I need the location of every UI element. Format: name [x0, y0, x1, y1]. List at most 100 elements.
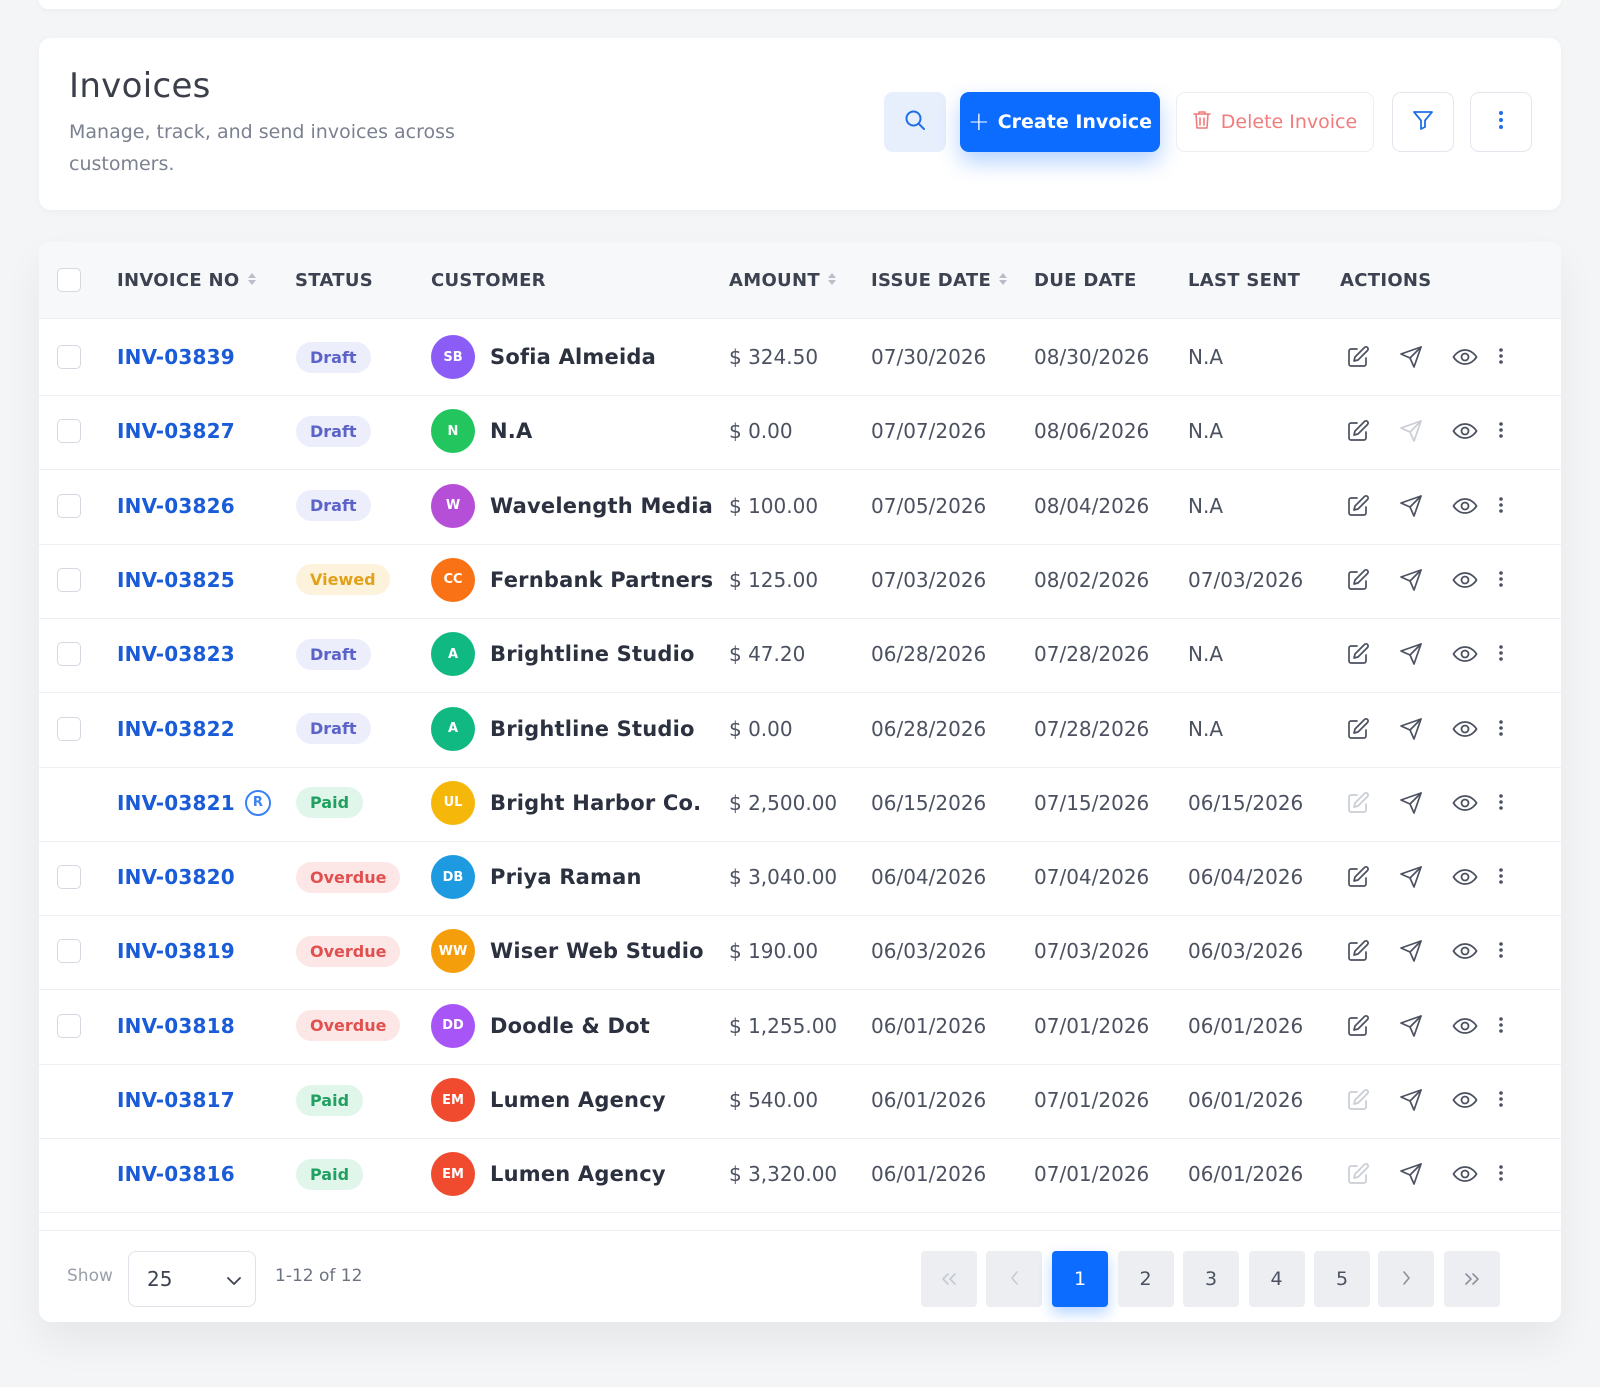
view-eye-icon[interactable]: [1452, 568, 1478, 592]
send-icon[interactable]: [1399, 939, 1423, 963]
row-more-icon[interactable]: [1498, 1164, 1504, 1188]
view-eye-icon[interactable]: [1452, 1088, 1478, 1112]
view-eye-icon[interactable]: [1452, 642, 1478, 666]
send-icon[interactable]: [1399, 791, 1423, 815]
invoice-number-link[interactable]: INV-03839: [117, 345, 235, 369]
edit-icon[interactable]: [1346, 568, 1370, 592]
invoice-number-link[interactable]: INV-03826: [117, 493, 235, 518]
search-button[interactable]: [884, 92, 946, 152]
invoice-number-link[interactable]: INV-03818: [117, 1013, 235, 1038]
view-eye-icon[interactable]: [1452, 494, 1478, 518]
table-row[interactable]: INV-03823 Draft A Brightline Studio $ 47…: [39, 616, 1561, 694]
table-row[interactable]: INV-03826 Draft W Wavelength Media $ 100…: [39, 468, 1561, 545]
row-more-icon[interactable]: [1498, 867, 1504, 891]
invoice-number-link[interactable]: INV-03823: [117, 642, 235, 667]
table-row[interactable]: INV-03816 Paid EM Lumen Agency $ 3,320.0…: [39, 1136, 1561, 1214]
column-amount[interactable]: AMOUNT: [729, 242, 837, 318]
row-checkbox[interactable]: [57, 1013, 81, 1038]
invoice-number-link[interactable]: INV-03820: [117, 865, 235, 890]
row-checkbox[interactable]: [57, 419, 81, 444]
select-all-checkbox[interactable]: [57, 268, 81, 292]
row-checkbox[interactable]: [57, 567, 81, 592]
row-more-icon[interactable]: [1498, 941, 1504, 965]
page-button[interactable]: 1: [1052, 1251, 1108, 1307]
next-page-button[interactable]: [1378, 1251, 1434, 1307]
row-more-icon[interactable]: [1498, 496, 1504, 520]
status-badge: Draft: [296, 341, 371, 373]
edit-icon[interactable]: [1346, 642, 1370, 666]
row-checkbox[interactable]: [57, 716, 81, 741]
invoice-number-link[interactable]: INV-03822: [117, 716, 235, 741]
view-eye-icon[interactable]: [1452, 791, 1478, 815]
send-icon[interactable]: [1399, 494, 1423, 518]
first-page-button[interactable]: [921, 1251, 977, 1307]
send-icon[interactable]: [1399, 568, 1423, 592]
view-eye-icon[interactable]: [1452, 419, 1478, 443]
send-icon[interactable]: [1399, 865, 1423, 889]
amount-cell: $ 100.00: [729, 493, 819, 518]
edit-icon[interactable]: [1346, 717, 1370, 741]
table-row[interactable]: INV-03817 Paid EM Lumen Agency $ 540.00 …: [39, 1062, 1561, 1139]
send-icon[interactable]: [1399, 717, 1423, 741]
table-row[interactable]: INV-03820 Overdue DB Priya Raman $ 3,040…: [39, 839, 1561, 917]
delete-invoice-button[interactable]: Delete Invoice: [1176, 92, 1374, 152]
column-actions: ACTIONS: [1340, 269, 1432, 291]
invoice-number-link[interactable]: INV-03819: [117, 939, 235, 964]
row-checkbox[interactable]: [57, 493, 81, 518]
table-row[interactable]: INV-03821 R Paid UL Bright Harbor Co. $ …: [39, 765, 1561, 842]
table-row[interactable]: INV-03827 Draft N N.A $ 0.00 07/07/2026 …: [39, 393, 1561, 471]
invoice-number-link[interactable]: INV-03825: [117, 567, 235, 592]
row-more-icon[interactable]: [1498, 793, 1504, 817]
edit-icon[interactable]: [1346, 345, 1370, 369]
edit-icon[interactable]: [1346, 1014, 1370, 1038]
row-more-icon[interactable]: [1498, 347, 1504, 371]
invoice-cell: INV-03821 R: [117, 765, 271, 841]
view-eye-icon[interactable]: [1452, 1014, 1478, 1038]
page-button[interactable]: 2: [1117, 1251, 1174, 1307]
table-row[interactable]: INV-03839 Draft SB Sofia Almeida $ 324.5…: [39, 319, 1561, 396]
row-more-icon[interactable]: [1498, 1016, 1504, 1040]
send-icon[interactable]: [1399, 345, 1423, 369]
table-row[interactable]: INV-03819 Overdue WW Wiser Web Studio $ …: [39, 913, 1561, 991]
view-eye-icon[interactable]: [1452, 345, 1478, 369]
view-eye-icon[interactable]: [1452, 1162, 1478, 1186]
send-icon[interactable]: [1399, 1014, 1423, 1038]
edit-icon[interactable]: [1346, 419, 1370, 443]
page-size-select[interactable]: 25: [128, 1251, 256, 1307]
filter-button[interactable]: [1392, 92, 1454, 152]
send-icon[interactable]: [1399, 1088, 1423, 1112]
row-more-icon[interactable]: [1498, 570, 1504, 594]
row-checkbox[interactable]: [57, 865, 81, 890]
page-button[interactable]: 3: [1183, 1251, 1239, 1307]
row-more-icon[interactable]: [1498, 421, 1504, 445]
more-options-button[interactable]: [1470, 92, 1532, 152]
row-checkbox[interactable]: [57, 939, 81, 964]
invoice-number-link[interactable]: INV-03827: [117, 419, 235, 444]
invoice-number-link[interactable]: INV-03817: [117, 1088, 235, 1112]
row-more-icon[interactable]: [1498, 644, 1504, 668]
table-row[interactable]: INV-03822 Draft A Brightline Studio $ 0.…: [39, 691, 1561, 768]
row-checkbox[interactable]: [57, 642, 81, 667]
view-eye-icon[interactable]: [1452, 939, 1478, 963]
row-more-icon[interactable]: [1498, 1090, 1504, 1114]
create-invoice-button[interactable]: + Create Invoice: [960, 92, 1160, 152]
row-more-icon[interactable]: [1498, 719, 1504, 743]
invoice-number-link[interactable]: INV-03821: [117, 790, 235, 815]
view-eye-icon[interactable]: [1452, 865, 1478, 889]
send-icon[interactable]: [1399, 642, 1423, 666]
page-button[interactable]: 5: [1314, 1251, 1370, 1307]
row-checkbox[interactable]: [57, 345, 81, 369]
edit-icon[interactable]: [1346, 494, 1370, 518]
table-row[interactable]: INV-03825 Viewed CC Fernbank Partners $ …: [39, 542, 1561, 619]
table-row[interactable]: INV-03818 Overdue DD Doodle & Dot $ 1,25…: [39, 988, 1561, 1065]
column-issue-date[interactable]: ISSUE DATE: [871, 242, 1008, 318]
view-eye-icon[interactable]: [1452, 717, 1478, 741]
previous-page-button[interactable]: [986, 1251, 1042, 1307]
page-button[interactable]: 4: [1248, 1251, 1305, 1307]
invoice-number-link[interactable]: INV-03816: [117, 1162, 235, 1187]
column-invoice-no[interactable]: INVOICE NO: [117, 242, 257, 318]
edit-icon[interactable]: [1346, 939, 1370, 963]
send-icon[interactable]: [1399, 1162, 1423, 1186]
edit-icon[interactable]: [1346, 865, 1370, 889]
last-page-button[interactable]: [1444, 1251, 1500, 1307]
